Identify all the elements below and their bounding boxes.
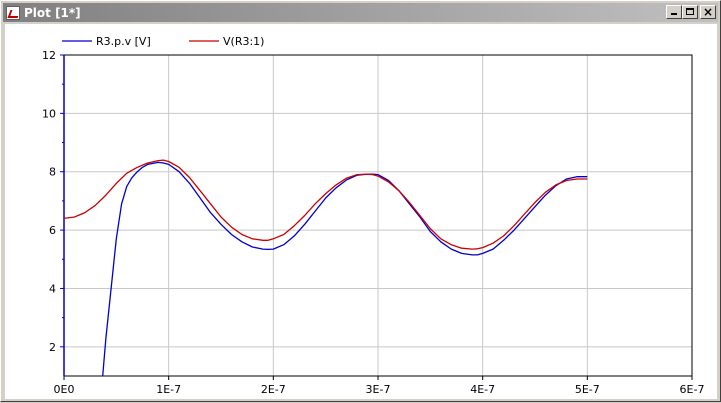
plot-area[interactable]: 2 4 6 8 10 12 0E0 1E-7 2E-7 3E-7 4E-7 5E-7 6E-7 R3.p.… [5, 24, 717, 399]
legend-label[interactable]: R3.p.v [V] [96, 35, 151, 48]
x-tick-label: 6E-7 [680, 383, 705, 396]
plot-window-icon[interactable] [6, 5, 20, 20]
y-tick-label: 10 [42, 107, 56, 120]
title-bar[interactable]: Plot [1*] × [3, 3, 718, 22]
y-tick-label: 8 [49, 166, 56, 179]
x-tick-label: 4E-7 [470, 383, 495, 396]
maximize-button[interactable] [682, 5, 698, 19]
close-button[interactable]: × [700, 5, 716, 19]
x-tick-label: 0E0 [54, 383, 75, 396]
x-tick-label: 5E-7 [575, 383, 600, 396]
series-line-r3-p-v [102, 161, 588, 377]
y-tick-label: 4 [49, 282, 56, 295]
y-tick-label: 2 [49, 341, 56, 354]
legend-label[interactable]: V(R3:1) [223, 35, 264, 48]
series-line-v-r3-1 [63, 159, 588, 250]
maximize-icon [686, 8, 694, 15]
minimize-icon [671, 13, 677, 15]
y-tick-label: 6 [49, 224, 56, 237]
x-tick-label: 3E-7 [366, 383, 391, 396]
x-tick-label: 2E-7 [261, 383, 286, 396]
minimize-button[interactable] [666, 5, 682, 19]
window-controls: × [666, 5, 716, 19]
y-tick-label: 12 [42, 49, 56, 62]
close-icon: × [703, 5, 714, 19]
window-title: Plot [1*] [24, 5, 81, 20]
x-tick-label: 1E-7 [156, 383, 181, 396]
plot-canvas[interactable]: 2 4 6 8 10 12 0E0 1E-7 2E-7 3E-7 4E-7 5E-7 6E-7 R3.p.… [5, 24, 717, 399]
